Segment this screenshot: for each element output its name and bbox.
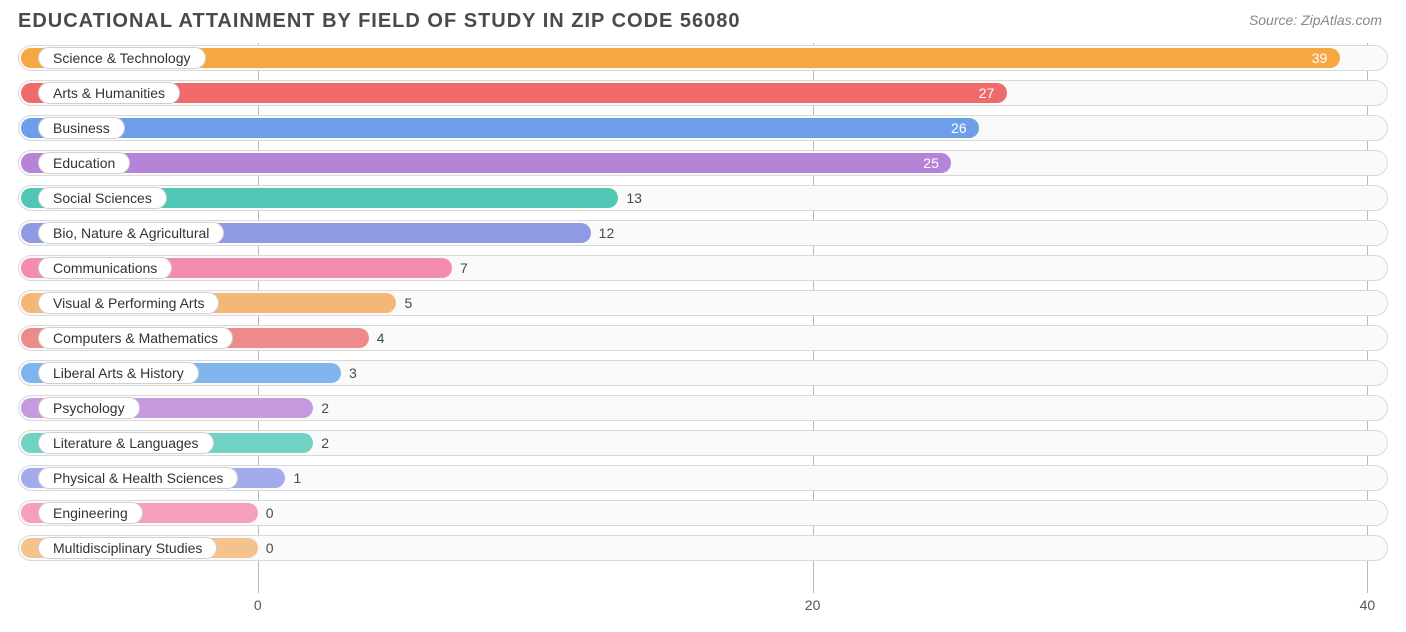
bar-row: Arts & Humanities 27 [18,78,1388,108]
bar-row: Physical & Health Sciences 1 [18,463,1388,493]
bar-label-chip: Business [38,117,125,139]
bar-row: Multidisciplinary Studies 0 [18,533,1388,563]
bar-row: Business 26 [18,113,1388,143]
bar-label-chip: Arts & Humanities [38,82,180,104]
x-tick: 20 [805,597,821,613]
bar-value: 5 [404,295,412,311]
x-tick: 40 [1360,597,1376,613]
bar-row: Liberal Arts & History 3 [18,358,1388,388]
bar-row: Psychology 2 [18,393,1388,423]
source-attribution: Source: ZipAtlas.com [1249,12,1382,28]
bar-label-chip: Education [38,152,130,174]
bar-value: 13 [626,190,642,206]
bar-fill [21,153,951,173]
bar-value: 39 [1312,50,1328,66]
bar-value: 0 [266,505,274,521]
bar-value: 4 [377,330,385,346]
bar-row: Bio, Nature & Agricultural 12 [18,218,1388,248]
bar-label-chip: Computers & Mathematics [38,327,233,349]
chart-area: Science & Technology 39 Arts & Humanities 2… [18,43,1388,593]
bar-value: 7 [460,260,468,276]
bar-value: 0 [266,540,274,556]
bar-label-chip: Social Sciences [38,187,167,209]
bar-row: Communications 7 [18,253,1388,283]
bar-value: 1 [293,470,301,486]
bar-row: Education 25 [18,148,1388,178]
chart-container: EDUCATIONAL ATTAINMENT BY FIELD OF STUDY… [0,0,1406,632]
bar-label-chip: Liberal Arts & History [38,362,199,384]
bar-value: 2 [321,435,329,451]
bar-label-chip: Physical & Health Sciences [38,467,238,489]
bar-value: 3 [349,365,357,381]
bar-value: 2 [321,400,329,416]
bar-row: Literature & Languages 2 [18,428,1388,458]
bar-value: 25 [923,155,939,171]
bar-value: 27 [979,85,995,101]
bar-label-chip: Literature & Languages [38,432,214,454]
bar-row: Social Sciences 13 [18,183,1388,213]
bar-label-chip: Communications [38,257,172,279]
bar-label-chip: Bio, Nature & Agricultural [38,222,224,244]
bar-value: 26 [951,120,967,136]
bar-row: Science & Technology 39 [18,43,1388,73]
bar-row: Visual & Performing Arts 5 [18,288,1388,318]
bar-label-chip: Visual & Performing Arts [38,292,219,314]
chart-title: EDUCATIONAL ATTAINMENT BY FIELD OF STUDY… [18,10,1388,33]
x-tick: 0 [254,597,262,613]
bar-label-chip: Science & Technology [38,47,206,69]
bar-label-chip: Engineering [38,502,143,524]
bar-label-chip: Multidisciplinary Studies [38,537,217,559]
bar-row: Computers & Mathematics 4 [18,323,1388,353]
bar-value: 12 [599,225,615,241]
bar-row: Engineering 0 [18,498,1388,528]
bar-label-chip: Psychology [38,397,140,419]
bar-fill [21,118,979,138]
x-axis: 0 20 40 [18,597,1388,617]
bar-fill [21,48,1340,68]
bars-group: Science & Technology 39 Arts & Humanities 2… [18,43,1388,593]
